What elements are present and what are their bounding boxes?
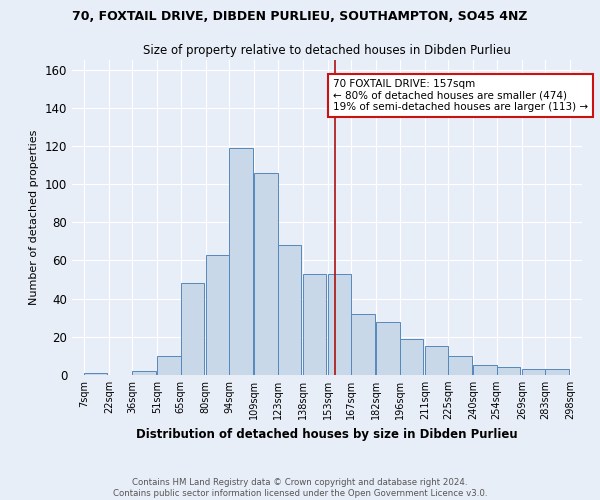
Bar xyxy=(254,172,278,375)
Bar xyxy=(497,368,520,375)
Bar xyxy=(132,371,155,375)
Y-axis label: Number of detached properties: Number of detached properties xyxy=(29,130,39,305)
Text: 70, FOXTAIL DRIVE, DIBDEN PURLIEU, SOUTHAMPTON, SO45 4NZ: 70, FOXTAIL DRIVE, DIBDEN PURLIEU, SOUTH… xyxy=(72,10,528,23)
Bar xyxy=(181,284,204,375)
Bar xyxy=(522,370,545,375)
Bar xyxy=(448,356,472,375)
Bar xyxy=(545,370,569,375)
Bar xyxy=(328,274,351,375)
Bar xyxy=(376,322,400,375)
Bar xyxy=(400,338,423,375)
Title: Size of property relative to detached houses in Dibden Purlieu: Size of property relative to detached ho… xyxy=(143,44,511,58)
Text: Contains HM Land Registry data © Crown copyright and database right 2024.
Contai: Contains HM Land Registry data © Crown c… xyxy=(113,478,487,498)
Bar xyxy=(206,254,229,375)
Bar xyxy=(303,274,326,375)
Bar xyxy=(157,356,181,375)
Bar xyxy=(351,314,374,375)
Bar xyxy=(278,245,301,375)
Bar xyxy=(425,346,448,375)
Text: 70 FOXTAIL DRIVE: 157sqm
← 80% of detached houses are smaller (474)
19% of semi-: 70 FOXTAIL DRIVE: 157sqm ← 80% of detach… xyxy=(333,79,588,112)
Bar xyxy=(84,373,107,375)
X-axis label: Distribution of detached houses by size in Dibden Purlieu: Distribution of detached houses by size … xyxy=(136,428,518,440)
Bar xyxy=(229,148,253,375)
Bar xyxy=(473,366,497,375)
